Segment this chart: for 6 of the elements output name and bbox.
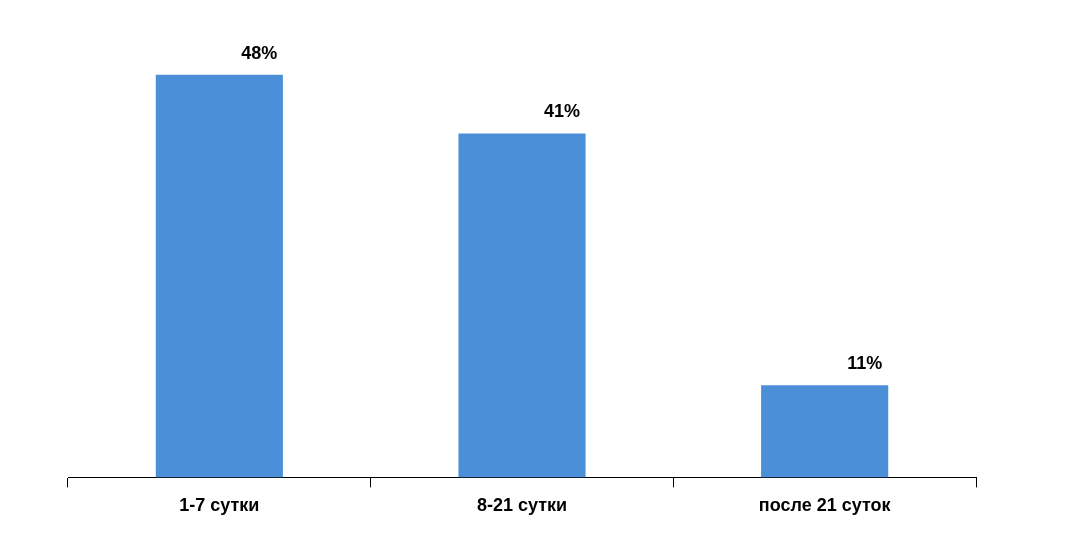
x-tick-label: после 21 суток [758, 495, 892, 516]
data-label: 48% [241, 42, 278, 63]
x-tick-label: 1-7 сутки [179, 495, 260, 516]
data-label: 41% [543, 101, 581, 122]
data-label: 11% [847, 353, 883, 374]
x-tick-label: 8-21 сутки [476, 495, 568, 516]
